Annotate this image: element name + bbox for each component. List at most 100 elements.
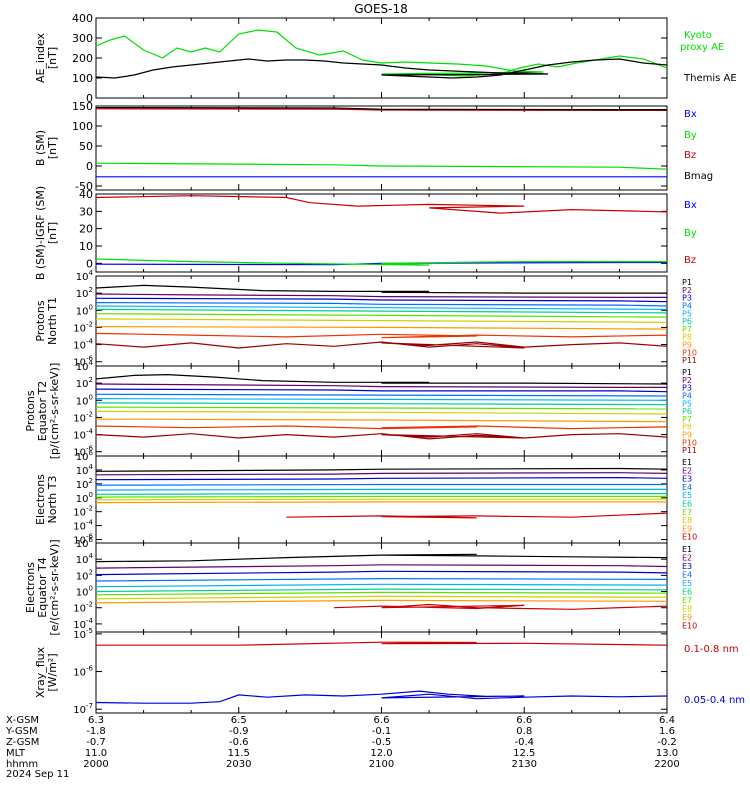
legend-entry: P3 — [682, 384, 692, 393]
y-tick-label: 10-6 — [73, 445, 93, 459]
legend-entry: 0.1-0.8 nm — [684, 644, 739, 655]
ephemeris-value: -0.9 — [229, 726, 249, 737]
legend-entry: P11 — [682, 356, 697, 365]
y-tick-label: 10-2 — [73, 601, 93, 615]
legend-entry: E3 — [682, 562, 692, 571]
ephemeris-row-label: X-GSM — [6, 715, 39, 726]
legend-entry: Themis AE — [683, 73, 737, 84]
legend-entry: E7 — [682, 596, 692, 605]
legend-entry: E1 — [682, 545, 692, 554]
y-tick-label: 0 — [86, 257, 93, 270]
ephemeris-value: 13.0 — [656, 748, 678, 759]
series-e7 — [96, 591, 667, 596]
series-kyoto-proxy-ae — [96, 29, 667, 77]
ephemeris-row-label: Z-GSM — [6, 737, 39, 748]
legend-entry: P4 — [682, 391, 692, 400]
series-p4 — [96, 302, 667, 307]
ephemeris-value: 6.6 — [374, 715, 390, 726]
y-axis-label: North T3 — [46, 476, 59, 524]
series-e3 — [96, 476, 667, 481]
series-p9 — [96, 326, 667, 330]
legend-entry: E4 — [682, 483, 692, 492]
series-e8 — [96, 498, 667, 501]
y-tick-label: 10-6 — [73, 665, 93, 679]
y-tick-label: 10-4 — [73, 519, 93, 533]
y-tick-label: 0 — [86, 92, 93, 105]
legend-entry: E6 — [682, 500, 692, 509]
series-p4 — [96, 393, 667, 397]
y-tick-label: 10-7 — [73, 702, 93, 716]
legend-entry: P10 — [682, 348, 697, 357]
ephemeris-value: 6.6 — [516, 715, 532, 726]
ephemeris-value: 6.4 — [659, 715, 675, 726]
y-axis-label: B (SM)-IGRF (SM) — [34, 186, 47, 280]
legend-entry: Bz — [684, 255, 696, 266]
series-p1 — [96, 284, 667, 294]
y-tick-label: 104 — [76, 552, 94, 566]
ephemeris-value: -0.2 — [657, 737, 677, 748]
legend-entry: P1 — [682, 368, 692, 377]
panel-xray: 10-5 10-6 10-7 Xray_flux [W/m²] 0.1-0.8 nm 0.0… — [34, 627, 745, 716]
y-axis-label: [W/m²] — [46, 653, 59, 691]
y-tick-label: 300 — [72, 32, 93, 45]
y-tick-label: 400 — [72, 12, 93, 25]
y-axis-label: [nT] — [46, 222, 59, 244]
legend-entry: E2 — [682, 554, 692, 563]
y-tick-label: 10 — [79, 240, 93, 253]
legend-entry: P1 — [682, 278, 692, 287]
legend-entry: P8 — [682, 333, 692, 342]
y-axis-label: Electrons — [24, 562, 37, 613]
legend-entry: E7 — [682, 508, 692, 517]
legend-entry: E6 — [682, 588, 692, 597]
legend-entry: E8 — [682, 516, 692, 525]
y-tick-label: 104 — [76, 463, 94, 477]
legend-entry: P2 — [682, 286, 692, 295]
series-p9 — [96, 418, 667, 423]
series-e5 — [96, 488, 667, 491]
ephemeris-value: 12.0 — [370, 748, 392, 759]
legend-entry: E10 — [682, 622, 697, 631]
legend-entry: 0.05-0.4 nm — [684, 695, 745, 706]
panel-electrons-t4: 106 104 102 100 10-2 10-4 Electrons Equator T4[… — [24, 536, 697, 636]
series-bmag — [96, 106, 667, 111]
legend-entry: P5 — [682, 399, 692, 408]
legend-entry: P3 — [682, 294, 692, 303]
ephemeris-value: -0.4 — [514, 737, 534, 748]
panel-protons-t2: 104 102 100 10-2 10-4 10-6 Protons Equator T2 [p… — [24, 359, 697, 460]
y-tick-label: 20 — [79, 223, 93, 236]
ephemeris-row-label: hhmm — [6, 759, 38, 770]
legend-entry: Kyoto — [684, 30, 712, 41]
legend-entry: P6 — [682, 317, 692, 326]
legend-entry: P10 — [682, 438, 697, 447]
ephemeris-value: -0.1 — [372, 726, 392, 737]
y-tick-label: 200 — [72, 52, 93, 65]
series-p7 — [96, 313, 667, 318]
y-axis-label: [nT] — [46, 47, 59, 69]
y-tick-label: 104 — [76, 269, 94, 283]
y-axis-label: AE_index — [34, 32, 47, 83]
legend-entry: P9 — [682, 431, 692, 440]
legend-entry: Bmag — [684, 171, 713, 182]
series-e10 — [333, 603, 667, 610]
series-p7 — [96, 406, 667, 410]
series-e1 — [96, 553, 667, 563]
series-p11 — [96, 433, 667, 440]
ephemeris-value: 2130 — [512, 759, 537, 770]
y-axis-label: [p/(cm²-s-sr-keV)] — [48, 363, 61, 460]
panel-protons-t1: 104 102 100 10-2 10-4 10-6 Protons North T1 P1P2… — [34, 269, 697, 369]
legend-entry: Bx — [684, 200, 697, 211]
panel-bigrf: 0 10 20 30 40 B (SM)-IGRF (SM) [nT] Bx By Bz — [34, 186, 697, 280]
y-axis-label: Protons — [34, 300, 47, 341]
legend-entry: P4 — [682, 301, 692, 310]
series-p5 — [96, 305, 667, 310]
legend-entry: proxy AE — [680, 42, 724, 53]
ephemeris-value: 2100 — [369, 759, 394, 770]
legend-entry: P7 — [682, 325, 692, 334]
y-tick-label: 10-4 — [73, 617, 93, 631]
series-e9 — [96, 599, 667, 604]
y-tick-label: 0 — [86, 160, 93, 173]
y-tick-label: 100 — [76, 303, 93, 317]
ephemeris-value: 6.5 — [231, 715, 247, 726]
